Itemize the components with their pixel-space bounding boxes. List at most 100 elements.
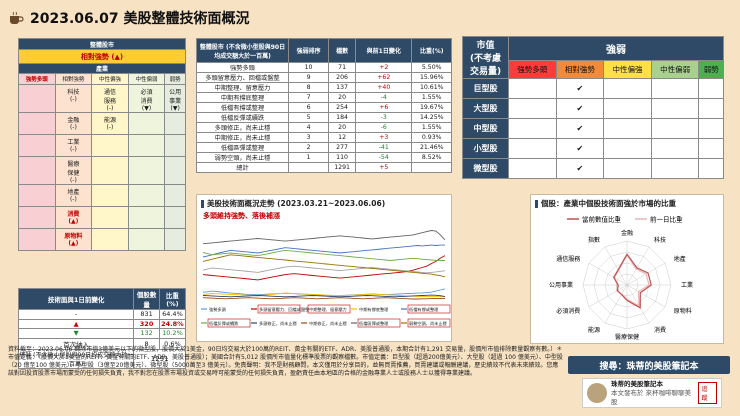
radar-category-label: 通信服務 — [556, 255, 580, 263]
tech-cell: ▼ — [17, 328, 135, 339]
author-card[interactable]: 珠蒂的美股筆記本 本文發布於 來杯咖啡聊聊美股 追蹤 — [582, 378, 722, 408]
tech-cell: 831 — [133, 309, 160, 320]
tech-change-table: 技術面與1日前變化 個股數量 比重(%) -831 64.4% ▲ 320 24.8% ▼… — [17, 288, 187, 369]
cap-col: 強勢多頭 — [508, 60, 557, 79]
cap-row: 微型股 ✔ — [462, 158, 724, 179]
stat-cell: 5 — [287, 112, 330, 123]
series-line — [202, 249, 445, 261]
sector-cell — [164, 228, 186, 251]
stat-cell: 3 — [287, 132, 330, 143]
stat-header: 檔數 — [328, 38, 357, 63]
stat-cell: +6 — [355, 102, 413, 113]
cap-strength-header: 強弱 — [508, 36, 724, 61]
sector-cell — [127, 156, 166, 185]
stat-row: 強勢多頭 10 71 +2 5.50% — [196, 62, 452, 73]
cap-cell — [650, 138, 700, 159]
stat-row-label: 多頭留意壓力、回檔或盤整 — [196, 72, 289, 83]
stat-row: 弱勢空頭，尚未止穩 1 110 -54 8.52% — [196, 152, 452, 163]
cap-col: 中性偏強 — [603, 60, 652, 79]
cap-cell — [650, 158, 700, 179]
tech-cell: 64.4% — [158, 309, 187, 320]
series-line — [202, 254, 446, 278]
sector-cell: 醫療 保健 (-) — [54, 156, 93, 185]
series-line — [202, 265, 446, 274]
sector-table: 整體股市 相對強勢 (▲) 產業 強勢多頭 相對強勢 中性偏強 中性偏弱 弱勢 … — [18, 38, 186, 251]
stat-cell: 110 — [328, 152, 357, 163]
cap-cell — [603, 158, 652, 179]
sector-cell — [164, 206, 186, 229]
stat-cell: +62 — [355, 72, 413, 83]
stat-cell: 5.50% — [411, 62, 452, 73]
stat-row: 低檔反彈或續跌 5 184 -3 14.25% — [196, 112, 452, 123]
market-strength: 相對強勢 (▲) — [18, 49, 186, 64]
stat-cell: 0.93% — [411, 132, 452, 143]
category-row: 強勢多頭 相對強勢 中性偏強 中性偏弱 弱勢 — [18, 73, 186, 85]
legend-label: 中期有撐底整理 — [359, 306, 389, 313]
cap-cell — [508, 158, 557, 179]
stat-header: 與前1日變化 — [355, 38, 413, 63]
stat-total-cell: +5 — [355, 162, 413, 173]
cap-row-label: 微型股 — [462, 158, 509, 179]
tech-total-value: 1291 — [133, 348, 186, 369]
stat-cell: 19.67% — [411, 102, 452, 113]
sector-cell: 工業 (-) — [54, 134, 93, 157]
checkmark-icon: ✔ — [555, 118, 605, 139]
sector-cell — [164, 184, 186, 207]
trend-chart-title: 美股技術面概況走勢 (2023.03.21~2023.06.06) — [201, 198, 385, 209]
stat-cell: 254 — [328, 102, 357, 113]
sector-row: 工業 (-) — [18, 134, 186, 157]
tech-cell: ▲ — [17, 318, 135, 329]
radar-axis — [588, 262, 628, 286]
cap-row-label: 大型股 — [462, 98, 509, 119]
category-cell: 中性偏強 — [91, 73, 129, 85]
search-label: 搜尋：珠蒂的美股筆記本 — [568, 356, 730, 374]
series-line — [202, 230, 446, 245]
sector-cell — [91, 134, 129, 157]
strength-stat-table: 整體股市 (不含微小型股與90日均成交額大於一百萬) 強弱排序 檔數 與前1日變… — [196, 38, 452, 173]
category-cell: 中性偏弱 — [127, 73, 166, 85]
tech-cell: 0.6% — [158, 337, 187, 350]
stat-cell: 12 — [328, 132, 357, 143]
radar-category-label: 原物料 — [674, 307, 692, 315]
legend-highlight — [307, 304, 351, 314]
stat-cell: 137 — [328, 82, 357, 93]
radar-category-label: 工業 — [681, 281, 693, 289]
radar-category-label: 公用事業 — [549, 281, 573, 289]
stat-row-label: 中期整理、留意壓力 — [196, 82, 289, 93]
stat-cell: -41 — [355, 142, 413, 153]
sector-cell: 公用 事業 (▼) — [164, 84, 186, 113]
stat-header: 整體股市 (不含微小型股與90日均成交額大於一百萬) — [196, 38, 289, 63]
sector-cell — [18, 228, 56, 251]
sector-cell: 地產 (-) — [54, 184, 93, 207]
stat-cell: 8.52% — [411, 152, 452, 163]
trend-chart-subtitle: 多頭維持強勢、落後補漲 — [203, 212, 280, 220]
legend-label: 強勢多頭 — [209, 306, 227, 313]
series-line — [202, 244, 445, 258]
radar-category-label: 指數 — [588, 236, 600, 244]
tech-header: 比重(%) — [158, 288, 187, 310]
sector-cell — [164, 134, 186, 157]
cap-cell — [603, 118, 652, 139]
stat-row: 多頭留意壓力、回檔或盤整 9 206 +62 15.96% — [196, 72, 452, 83]
cap-cell — [603, 138, 652, 159]
sector-cell — [164, 112, 186, 135]
sector-cell: 金融 (-) — [54, 112, 93, 135]
radar-axis — [588, 284, 628, 308]
author-subline: 本文發布於 來杯咖啡聊聊美股 — [611, 388, 692, 406]
radar-axis — [626, 246, 650, 286]
legend-highlight — [407, 304, 451, 314]
checkmark-icon: ✔ — [555, 98, 605, 119]
radar-category-label: 消費 — [654, 326, 666, 334]
sector-cell: 原物料 (▲) — [54, 228, 93, 251]
coffee-cup-icon — [10, 11, 24, 24]
cap-col: 弱勢 — [698, 60, 724, 79]
author-name: 珠蒂的美股筆記本 — [611, 379, 663, 388]
stat-cell: +3 — [355, 132, 413, 143]
cap-col: 中性偏弱 — [650, 60, 700, 79]
stat-cell: 7 — [287, 92, 330, 103]
trend-chart-panel: 美股技術面概況走勢 (2023.03.21~2023.06.06) 多頭維持強勢… — [196, 194, 452, 342]
sector-cell — [91, 184, 129, 207]
checkmark-icon: ✔ — [555, 78, 605, 99]
sector-row: 地產 (-) — [18, 184, 186, 207]
follow-button[interactable]: 追蹤 — [697, 382, 717, 404]
